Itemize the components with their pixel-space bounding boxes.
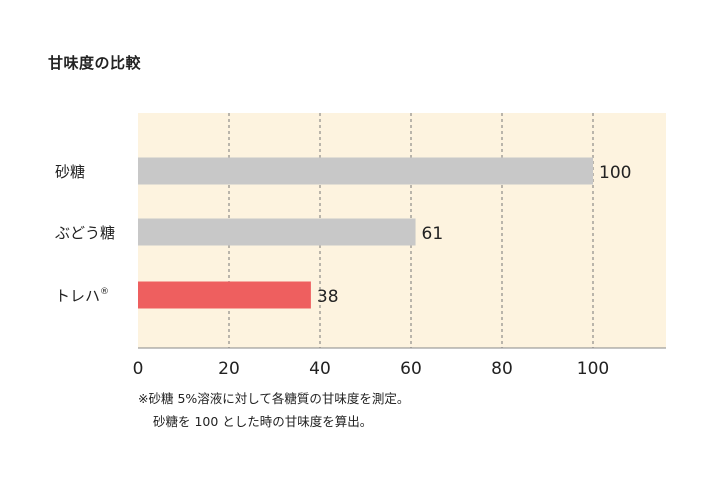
x-tick-label-60: 60 xyxy=(400,359,422,379)
footnote-line-1: ※砂糖 5%溶液に対して各糖質の甘味度を測定。 xyxy=(138,391,410,406)
category-label-1: ぶどう糖 xyxy=(55,224,115,242)
value-label-1: 61 xyxy=(422,224,444,244)
x-tick-labels: 0 20 40 60 80 100 xyxy=(133,359,610,379)
x-tick-label-80: 80 xyxy=(491,359,513,379)
x-tick-label-0: 0 xyxy=(133,359,144,379)
x-tick-label-40: 40 xyxy=(309,359,331,379)
bar-1 xyxy=(138,218,416,246)
bars xyxy=(138,157,593,309)
value-labels: 100 61 38 xyxy=(317,163,632,307)
bar-0 xyxy=(138,157,593,185)
value-label-0: 100 xyxy=(599,163,631,183)
x-tick-label-20: 20 xyxy=(218,359,240,379)
footnote-line-2: 砂糖を 100 とした時の甘味度を算出。 xyxy=(153,414,373,429)
chart-title: 甘味度の比較 xyxy=(48,54,142,72)
value-label-2: 38 xyxy=(317,287,339,307)
bar-2 xyxy=(138,281,311,309)
category-label-2: トレハ® xyxy=(55,287,109,305)
category-label-0: 砂糖 xyxy=(55,163,85,181)
x-tick-label-100: 100 xyxy=(577,359,609,379)
